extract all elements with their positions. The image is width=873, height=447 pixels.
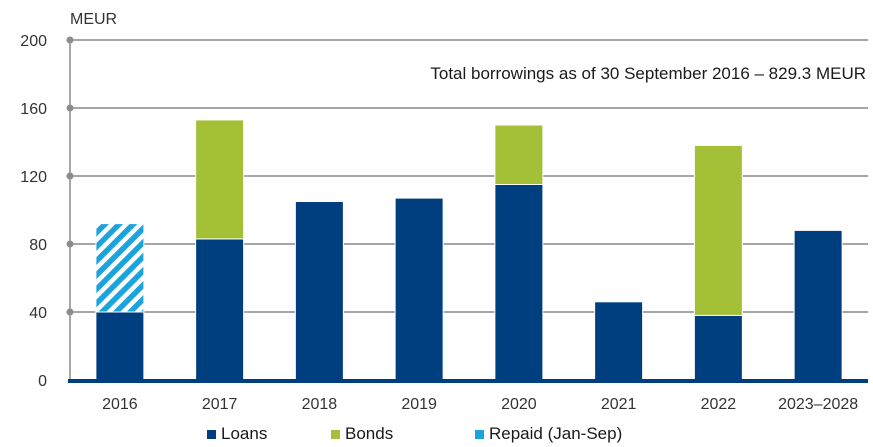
bar-loans: [793, 229, 843, 381]
bar-repaid: [95, 223, 145, 313]
y-tick-label: 160: [20, 101, 47, 118]
bar-loans: [294, 201, 344, 381]
y-tick-label: 120: [20, 169, 47, 186]
chart: 0 40 80 120 160 200 MEUR Total borrowings as …: [20, 11, 868, 413]
y-tick-label: 200: [20, 33, 47, 50]
y-tick-marker: [66, 240, 74, 248]
bar-loans: [95, 311, 145, 381]
y-axis-unit-label: MEUR: [70, 11, 117, 28]
x-tick-label: 2019: [401, 396, 437, 413]
bar-loans: [494, 184, 544, 381]
y-tick-marker: [66, 172, 74, 180]
y-axis: 0 40 80 120 160 200: [20, 33, 74, 390]
bar-loans: [693, 314, 743, 381]
x-tick-label: 2016: [102, 396, 138, 413]
y-tick-label: 0: [38, 373, 47, 390]
bars: [95, 119, 843, 381]
legend-swatch-repaid: [475, 429, 484, 439]
x-tick-label: 2021: [601, 396, 637, 413]
bar-loans: [394, 197, 444, 381]
legend-label-bonds: Bonds: [345, 424, 394, 443]
x-tick-label: 2022: [701, 396, 737, 413]
y-tick-marker: [66, 308, 74, 316]
x-tick-label: 2017: [202, 396, 238, 413]
y-tick-label: 80: [29, 237, 47, 254]
x-tick-label: 2020: [501, 396, 537, 413]
legend-item-loans: Loans: [207, 424, 267, 444]
bar-loans: [195, 238, 245, 381]
x-tick-label: 2023–2028: [778, 396, 858, 413]
legend-swatch-loans: [207, 429, 216, 439]
legend-item-bonds: Bonds: [331, 424, 393, 444]
legend-swatch-bonds: [331, 429, 340, 439]
x-tick-label: 2018: [302, 396, 338, 413]
legend: Loans Bonds Repaid (Jan-Sep): [0, 424, 873, 446]
bar-bonds: [195, 119, 245, 240]
y-tick-marker: [66, 36, 74, 44]
legend-label-repaid: Repaid (Jan-Sep): [489, 424, 623, 443]
legend-item-repaid: Repaid (Jan-Sep): [475, 424, 622, 444]
y-tick-marker: [66, 104, 74, 112]
y-tick-label: 40: [29, 305, 47, 322]
legend-label-loans: Loans: [221, 424, 268, 443]
bar-loans: [594, 301, 644, 381]
bar-bonds: [494, 124, 544, 185]
bar-bonds: [693, 144, 743, 316]
x-axis-labels: 2016 2017 2018 2019 2020 2021 2022 2023–2028: [102, 396, 858, 413]
chart-annotation: Total borrowings as of 30 September 2016…: [430, 64, 866, 83]
